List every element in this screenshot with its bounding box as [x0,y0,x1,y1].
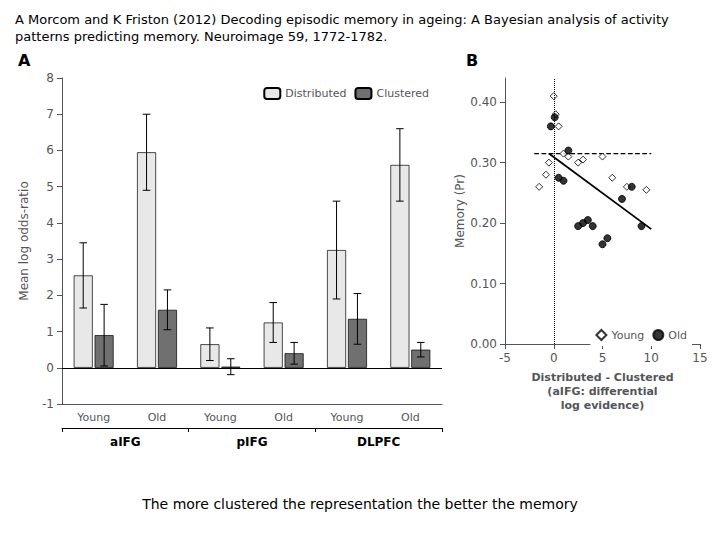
svg-text:patterns predicting memory. Ne: patterns predicting memory. Neuroimage 5… [15,29,387,44]
svg-text:pIFG: pIFG [236,435,267,449]
svg-text:5: 5 [599,351,607,365]
svg-text:Clustered: Clustered [376,87,429,100]
svg-text:15: 15 [692,351,707,365]
svg-text:0.00: 0.00 [470,337,497,351]
svg-text:5: 5 [46,180,54,194]
svg-text:6: 6 [46,143,54,157]
svg-text:A Morcom and K Friston (2012): A Morcom and K Friston (2012) Decoding e… [15,12,673,27]
svg-text:Old: Old [274,411,293,424]
svg-text:Mean log odds-ratio: Mean log odds-ratio [17,181,31,300]
svg-text:0.20: 0.20 [470,216,497,230]
svg-text:10: 10 [644,351,659,365]
svg-text:0.30: 0.30 [470,156,497,170]
svg-text:Old: Old [668,329,687,342]
svg-text:4: 4 [46,216,54,230]
svg-text:2: 2 [46,288,54,302]
svg-text:-5: -5 [499,351,511,365]
svg-text:Old: Old [401,411,420,424]
svg-text:Young: Young [203,411,237,424]
svg-text:0.40: 0.40 [470,95,497,109]
svg-text:0: 0 [46,361,54,375]
svg-text:The more clustered the represe: The more clustered the representation th… [141,496,578,512]
svg-text:(aIFG: differential: (aIFG: differential [547,385,657,398]
svg-text:Distributed - Clustered: Distributed - Clustered [531,371,673,384]
svg-text:Old: Old [148,411,167,424]
svg-text:3: 3 [46,252,54,266]
svg-text:B: B [466,51,478,70]
svg-text:Memory (Pr): Memory (Pr) [453,174,467,248]
svg-text:Young: Young [76,411,110,424]
svg-text:-1: -1 [42,397,54,411]
svg-text:A: A [18,51,31,70]
svg-text:aIFG: aIFG [110,435,141,449]
svg-text:Young: Young [330,411,364,424]
svg-text:Young: Young [610,329,644,342]
svg-text:DLPFC: DLPFC [357,435,401,449]
svg-text:8: 8 [46,71,54,85]
svg-text:7: 7 [46,107,54,121]
svg-text:1: 1 [46,325,54,339]
svg-text:Distributed: Distributed [285,87,346,100]
svg-text:0.10: 0.10 [470,277,497,291]
svg-text:log evidence): log evidence) [561,399,645,412]
svg-text:0: 0 [550,351,558,365]
